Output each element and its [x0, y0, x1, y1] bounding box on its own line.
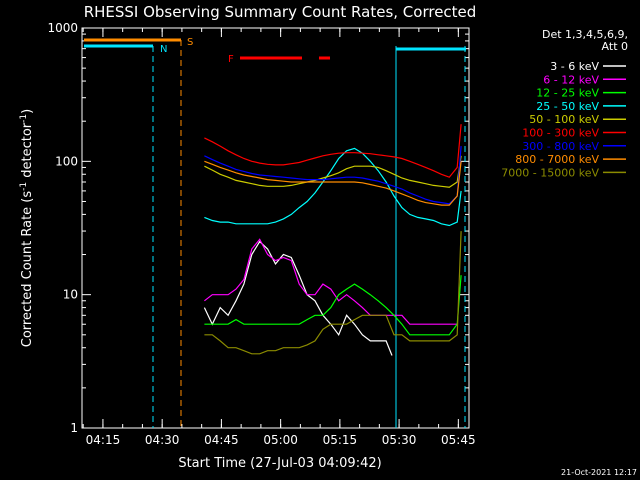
- annotation-night-label: N: [160, 44, 167, 55]
- series-line-4: [204, 155, 462, 188]
- legend-label-0: 3 - 6 keV: [550, 60, 599, 73]
- series-line-5: [204, 124, 462, 178]
- y-tick-label: 10: [63, 288, 78, 302]
- legend-header-line-1: Det 1,3,4,5,6,9,: [542, 28, 628, 41]
- legend-label-2: 12 - 25 keV: [536, 87, 599, 100]
- annotation-flare-label: F: [228, 54, 234, 65]
- y-axis-ticks: 1 10 100 1000: [47, 21, 469, 435]
- x-tick-label: 04:15: [86, 433, 121, 447]
- series-line-8: [204, 231, 462, 355]
- y-tick-label: 1000: [47, 21, 78, 35]
- annotation-night: N: [84, 44, 466, 428]
- y-tick-label: 100: [55, 154, 78, 168]
- x-tick-label: 05:15: [323, 433, 358, 447]
- legend-label-7: 800 - 7000 keV: [515, 153, 599, 166]
- annotation-saa: S: [84, 37, 193, 428]
- chart-title: RHESSI Observing Summary Count Rates, Co…: [84, 3, 477, 21]
- x-tick-label: 05:30: [382, 433, 417, 447]
- legend-label-6: 300 - 800 keV: [522, 140, 599, 153]
- series-line-6: [204, 146, 462, 205]
- series-line-3: [204, 147, 462, 227]
- legend-label-8: 7000 - 15000 keV: [501, 166, 599, 179]
- legend-label-4: 50 - 100 keV: [529, 113, 599, 126]
- plot-frame: [81, 27, 470, 429]
- series-line-2: [204, 275, 462, 336]
- legend-header-line-2: Att 0: [602, 40, 628, 53]
- y-tick-label: 1: [70, 421, 78, 435]
- legend-label-5: 100 - 300 keV: [522, 127, 599, 140]
- series-lines: [203, 124, 462, 356]
- footer-timestamp: 21-Oct-2021 12:17: [561, 468, 637, 477]
- series-line-7: [204, 160, 462, 206]
- series-line-1: [204, 238, 458, 325]
- y-axis-label: Corrected Count Rate (s-1 detector-1): [19, 109, 35, 347]
- annotation-flare: F: [228, 54, 330, 65]
- legend-label-1: 6 - 12 keV: [543, 73, 599, 86]
- x-axis-label: Start Time (27-Jul-03 04:09:42): [178, 456, 381, 471]
- x-tick-label: 04:30: [145, 433, 180, 447]
- x-tick-label: 05:00: [263, 433, 298, 447]
- series-line-0: [203, 240, 393, 356]
- x-axis-ticks: 04:15 04:30 04:45 05:00 05:15 05:30 05:45: [82, 28, 476, 447]
- x-tick-label: 04:45: [204, 433, 239, 447]
- legend-label-3: 25 - 50 keV: [536, 100, 599, 113]
- x-tick-label: 05:45: [441, 433, 476, 447]
- annotation-saa-label: S: [187, 37, 193, 48]
